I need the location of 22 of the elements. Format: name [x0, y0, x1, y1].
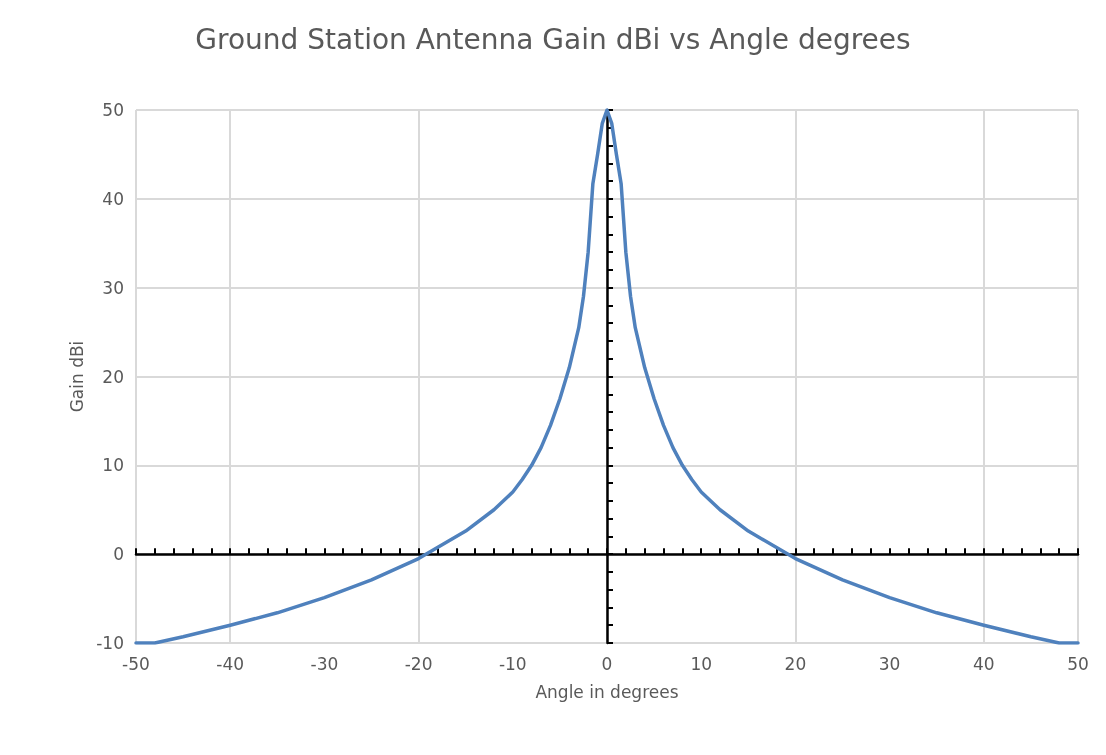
x-tick-label: -20 — [404, 653, 433, 674]
x-tick-label: 50 — [1067, 653, 1089, 674]
x-axis-title: Angle in degrees — [535, 681, 679, 702]
x-tick-label: -10 — [498, 653, 527, 674]
y-tick-label: -10 — [96, 633, 124, 653]
y-tick-label: 30 — [102, 277, 124, 298]
x-tick-label: 40 — [972, 653, 995, 674]
y-tick-label: 50 — [102, 100, 124, 120]
x-tick-label: -40 — [216, 653, 245, 674]
y-tick-label: 10 — [102, 455, 124, 476]
y-tick-label: 20 — [102, 366, 124, 387]
x-tick-label: 10 — [690, 653, 713, 674]
x-tick-label: -30 — [310, 653, 339, 674]
chart-title: Ground Station Antenna Gain dBi vs Angle degrees — [195, 22, 911, 56]
x-tick-label: 30 — [878, 653, 901, 674]
x-tick-label: 0 — [601, 653, 613, 674]
y-tick-label: 0 — [113, 544, 124, 565]
x-tick-label: -50 — [122, 653, 150, 674]
line-series — [134, 108, 1080, 645]
y-axis-title: Gain dBi — [66, 340, 87, 413]
x-tick-label: 20 — [784, 653, 807, 674]
y-tick-label: 40 — [102, 188, 124, 209]
